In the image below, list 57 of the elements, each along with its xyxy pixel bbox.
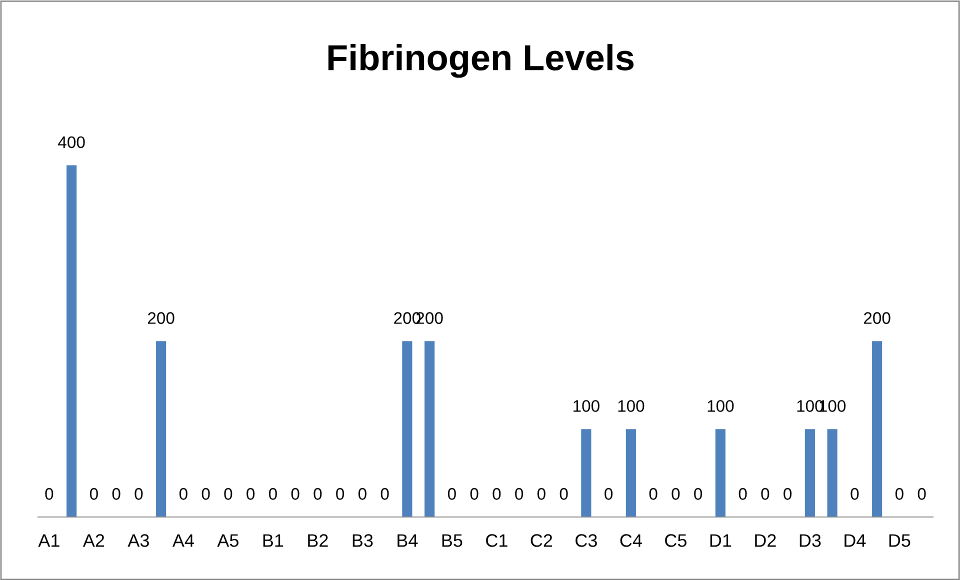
data-label: 0	[537, 488, 546, 500]
x-tick-label: A1	[38, 534, 60, 547]
data-label: 0	[202, 488, 210, 500]
x-tick-label: B5	[442, 534, 462, 547]
x-tick-label: B1	[263, 534, 284, 547]
x-tick-label: B2	[308, 534, 328, 547]
x-tick-label: B4	[398, 534, 418, 547]
data-label: 0	[90, 488, 98, 500]
data-label: 0	[895, 488, 904, 500]
data-label: 0	[268, 488, 277, 500]
data-label: 0	[784, 488, 792, 500]
data-label: 0	[45, 488, 54, 500]
data-label: 0	[672, 488, 680, 500]
data-label: 0	[850, 488, 859, 500]
data-label: 0	[224, 488, 232, 500]
data-label: 0	[470, 488, 478, 500]
data-label: 0	[560, 488, 568, 500]
chart-title: Fibrinogen Levels	[328, 44, 634, 78]
data-label: 0	[179, 488, 188, 500]
x-tick-label: C4	[620, 534, 642, 547]
x-tick-label: A3	[128, 534, 149, 547]
x-tick-label: A4	[172, 534, 194, 547]
x-tick-label: B3	[352, 534, 373, 547]
data-label: 0	[649, 488, 658, 500]
data-label: 0	[515, 488, 524, 500]
data-label: 200	[148, 312, 174, 324]
x-tick-label: D1	[710, 534, 732, 547]
data-label: 400	[58, 136, 85, 148]
x-tick-label: D3	[800, 534, 821, 547]
data-label: 100	[708, 400, 734, 412]
data-label: 0	[336, 488, 344, 500]
data-label: 0	[246, 488, 255, 500]
data-label: 0	[761, 488, 770, 500]
x-tick-label: D4	[844, 534, 866, 547]
x-tick-label: D2	[755, 534, 776, 547]
data-label: 0	[604, 488, 613, 500]
data-label: 0	[314, 488, 322, 500]
x-tick-label: A2	[82, 534, 104, 547]
x-tick-label: C2	[530, 534, 552, 547]
data-label: 0	[738, 488, 747, 500]
x-tick-label: C5	[665, 534, 686, 547]
data-label: 0	[112, 488, 120, 500]
data-label: 0	[134, 488, 143, 500]
x-tick-label: A5	[217, 534, 238, 547]
data-label: 0	[694, 488, 702, 500]
data-label: 0	[358, 488, 366, 500]
data-label: 100	[574, 400, 600, 412]
x-tick-label: D5	[889, 534, 910, 547]
data-label: 0	[918, 488, 926, 500]
data-label: 0	[492, 488, 501, 500]
data-label: 200	[864, 312, 890, 324]
data-label: 0	[448, 488, 456, 500]
x-tick-label: C1	[486, 534, 508, 547]
data-label: 100	[618, 400, 644, 412]
data-label: 0	[380, 488, 389, 500]
x-tick-label: C3	[576, 534, 597, 547]
data-label: 0	[291, 488, 300, 500]
